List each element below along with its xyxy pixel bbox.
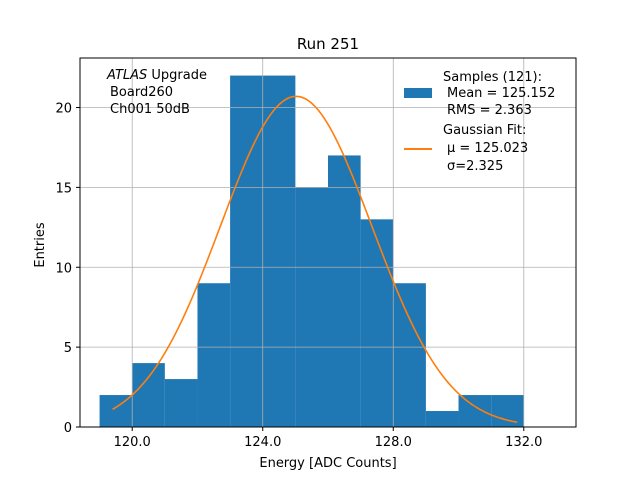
legend-samples-line-1: Samples (121): [443, 70, 542, 85]
x-tick-label: 124.0 [244, 435, 281, 450]
histogram-bar [491, 395, 524, 427]
annotation-line-1: ATLAS Upgrade [106, 68, 207, 83]
histogram-bar [393, 283, 426, 427]
histogram-bar [425, 411, 459, 427]
legend-fit-line-2: μ = 125.023 [447, 141, 528, 156]
histogram-bar [164, 379, 198, 427]
histogram-bar [262, 75, 296, 428]
histogram-bar [132, 363, 165, 427]
histogram-bar [360, 219, 394, 427]
legend-swatch-samples [404, 88, 432, 98]
annotation-line-3: Ch001 50dB [110, 102, 190, 117]
annotation-upgrade: Upgrade [147, 68, 207, 83]
x-axis-label: Energy [ADC Counts] [259, 456, 396, 471]
histogram-bar [295, 187, 328, 427]
x-tick-label: 120.0 [114, 435, 151, 450]
annotation-atlas: ATLAS [106, 68, 147, 83]
y-axis-label: Entries [33, 222, 48, 268]
chart-title: Run 251 [297, 35, 359, 53]
y-tick-label: 10 [55, 261, 72, 276]
y-tick-label: 15 [55, 181, 72, 196]
histogram-bar [197, 283, 231, 427]
gaussian-fit-line [112, 95, 518, 424]
legend-samples-line-3: RMS = 2.363 [447, 103, 532, 118]
histogram-bar [230, 75, 263, 428]
histogram-bar [328, 155, 361, 427]
legend-fit-line-3: σ=2.325 [447, 159, 503, 174]
x-tick-label: 128.0 [375, 435, 412, 450]
plot-frame [79, 57, 577, 428]
y-tick-label: 5 [64, 341, 72, 356]
legend-samples-line-2: Mean = 125.152 [447, 86, 555, 101]
histogram-bar [458, 395, 492, 427]
x-tick-label: 132.0 [505, 435, 542, 450]
annotation-text: ATLAS Upgrade Board260 Ch001 50dB [106, 68, 207, 117]
annotation-line-2: Board260 [110, 85, 173, 100]
plot-area: 120.0 124.0 128.0 132.0 0 5 10 15 20 [55, 57, 577, 450]
legend-fit-line-1: Gaussian Fit: [443, 123, 526, 138]
y-tick-label: 20 [55, 102, 72, 117]
y-tick-label: 0 [64, 421, 72, 436]
legend: Samples (121): Mean = 125.152 RMS = 2.36… [404, 70, 555, 174]
